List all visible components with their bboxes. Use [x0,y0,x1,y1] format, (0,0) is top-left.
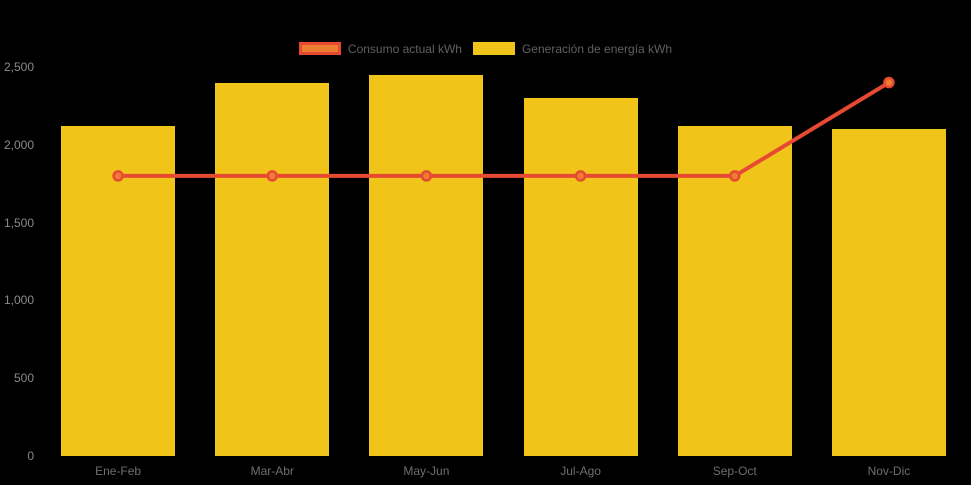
x-axis-label-nov-dic: Nov-Dic [867,464,911,478]
x-axis-label-ene-feb: Ene-Feb [95,464,142,478]
y-axis-tick-label: 1,000 [3,293,34,308]
x-axis-label-mar-abr: Mar-Abr [250,464,294,478]
bar-mar-abr[interactable] [215,82,330,456]
legend-label: Generación de energía kWh [521,41,673,56]
line-point-ene-feb[interactable] [112,170,124,182]
legend-swatch-line-icon [298,42,341,55]
legend-swatch-bar-icon [472,42,515,55]
legend-item-consumo-actual[interactable]: Consumo actual kWh [298,41,462,56]
line-point-jul-ago[interactable] [574,170,587,182]
y-axis-tick-label: 0 [27,449,34,463]
line-point-sep-oct[interactable] [729,170,741,182]
y-axis-tick-label: 1,500 [3,215,34,230]
x-axis-label-sep-oct: Sep-Oct [712,464,757,478]
bar-may-jun[interactable] [369,74,484,456]
legend-item-generacion-energia[interactable]: Generación de energía kWh [472,41,673,56]
y-axis-tick-label: 2,000 [3,137,34,152]
line-point-may-jun[interactable] [420,170,433,182]
x-axis-label-may-jun: May-Jun [403,464,450,478]
bar-nov-dic[interactable] [831,129,946,456]
line-point-mar-abr[interactable] [266,170,278,182]
y-axis-tick-label: 500 [13,371,34,386]
y-axis-tick-label: 2,500 [3,60,34,74]
line-point-nov-dic[interactable] [883,76,895,89]
legend-label: Consumo actual kWh [347,41,462,56]
bar-jul-ago[interactable] [523,98,638,456]
x-axis-label-jul-ago: Jul-Ago [560,464,601,478]
chart-legend: Consumo actual kWh Generación de energía… [0,41,971,56]
